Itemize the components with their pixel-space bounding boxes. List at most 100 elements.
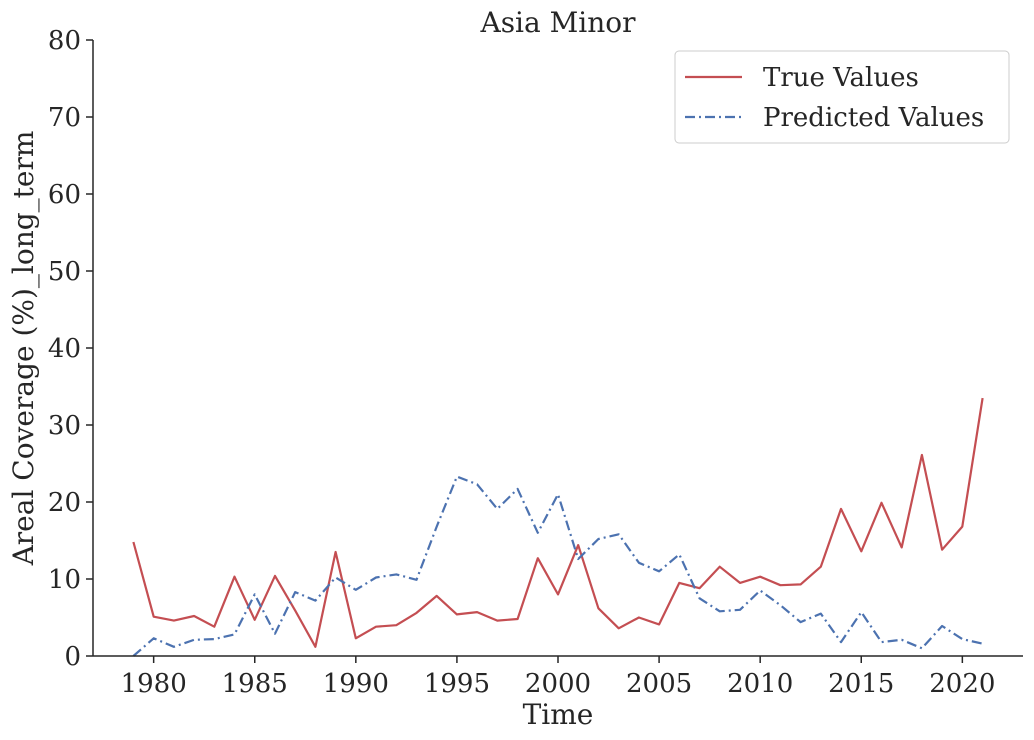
data-point-true-values-1993 bbox=[414, 610, 420, 616]
data-point-predicted-values-1983 bbox=[211, 636, 217, 642]
data-point-true-values-2006 bbox=[676, 580, 682, 586]
data-point-predicted-values-1992 bbox=[393, 571, 399, 577]
series-line-true-values bbox=[132, 397, 984, 648]
y-tick-label-10: 10 bbox=[48, 565, 81, 595]
data-point-true-values-2010 bbox=[757, 574, 763, 580]
x-tick-label-2020: 2020 bbox=[929, 669, 995, 699]
data-point-predicted-values-1999 bbox=[535, 530, 541, 536]
y-tick-label-60: 60 bbox=[48, 180, 81, 210]
data-point-true-values-1992 bbox=[393, 622, 399, 628]
data-point-predicted-values-1991 bbox=[373, 575, 379, 581]
data-point-predicted-values-1988 bbox=[312, 598, 318, 604]
chart-title: Asia Minor bbox=[479, 6, 636, 39]
data-point-predicted-values-1982 bbox=[191, 637, 197, 643]
data-point-true-values-1991 bbox=[373, 624, 379, 630]
data-point-true-values-1996 bbox=[474, 609, 480, 615]
legend-frame bbox=[674, 50, 1010, 144]
data-point-predicted-values-1987 bbox=[292, 589, 298, 595]
data-point-predicted-values-1981 bbox=[171, 644, 177, 650]
data-point-predicted-values-1993 bbox=[414, 577, 420, 583]
data-point-true-values-1995 bbox=[454, 611, 460, 617]
y-tick-label-0: 0 bbox=[64, 642, 81, 672]
data-point-true-values-1980 bbox=[151, 614, 157, 620]
y-tick-label-80: 80 bbox=[48, 26, 81, 56]
data-point-true-values-2001 bbox=[575, 542, 581, 548]
data-point-predicted-values-2016 bbox=[879, 639, 885, 645]
data-point-true-values-2012 bbox=[798, 581, 804, 587]
x-tick-label-1980: 1980 bbox=[121, 669, 187, 699]
x-axis: 1980 1985 1990 1995 2000 2005 2010 2015 2020 bbox=[93, 655, 1023, 699]
data-point-predicted-values-2021 bbox=[980, 641, 986, 647]
data-point-predicted-values-2013 bbox=[818, 611, 824, 617]
data-point-true-values-2013 bbox=[818, 564, 824, 570]
data-point-predicted-values-1986 bbox=[272, 631, 278, 637]
data-point-predicted-values-2008 bbox=[717, 608, 723, 614]
data-point-true-values-1983 bbox=[211, 624, 217, 630]
data-point-true-values-2009 bbox=[737, 580, 743, 586]
data-point-true-values-2019 bbox=[939, 547, 945, 553]
data-point-true-values-2002 bbox=[595, 605, 601, 611]
data-point-predicted-values-2020 bbox=[959, 636, 965, 642]
data-point-predicted-values-2009 bbox=[737, 607, 743, 613]
data-point-predicted-values-2001 bbox=[575, 556, 581, 562]
data-point-predicted-values-1998 bbox=[515, 486, 521, 492]
data-point-predicted-values-1980 bbox=[151, 635, 157, 641]
y-tick-label-70: 70 bbox=[48, 103, 81, 133]
y-tick-label-40: 40 bbox=[48, 334, 81, 364]
series-line-predicted-values bbox=[132, 475, 983, 657]
data-point-predicted-values-2004 bbox=[636, 560, 642, 566]
data-point-true-values-1981 bbox=[171, 618, 177, 624]
data-point-predicted-values-1989 bbox=[333, 575, 339, 581]
x-axis-label: Time bbox=[523, 698, 594, 731]
x-tick-label-2010: 2010 bbox=[727, 669, 793, 699]
x-tick-label-2005: 2005 bbox=[626, 669, 692, 699]
data-point-true-values-1987 bbox=[292, 608, 298, 614]
data-point-true-values-1979 bbox=[130, 539, 136, 545]
data-point-predicted-values-1997 bbox=[494, 506, 500, 512]
data-point-true-values-2000 bbox=[555, 591, 561, 597]
data-point-true-values-2021 bbox=[980, 395, 986, 401]
x-tick-label-1995: 1995 bbox=[424, 669, 490, 699]
data-point-true-values-2011 bbox=[777, 582, 783, 588]
data-point-predicted-values-2019 bbox=[939, 623, 945, 629]
data-point-predicted-values-2015 bbox=[858, 609, 864, 615]
data-point-true-values-1990 bbox=[353, 635, 359, 641]
data-point-predicted-values-2007 bbox=[697, 595, 703, 601]
data-point-true-values-1982 bbox=[191, 613, 197, 619]
data-point-true-values-2016 bbox=[879, 500, 885, 506]
data-point-true-values-2004 bbox=[636, 615, 642, 621]
data-point-true-values-2017 bbox=[899, 544, 905, 550]
data-point-true-values-1999 bbox=[535, 555, 541, 561]
plot-area bbox=[130, 395, 986, 657]
data-point-true-values-1997 bbox=[494, 618, 500, 624]
data-point-true-values-2015 bbox=[858, 548, 864, 554]
data-point-true-values-2007 bbox=[697, 585, 703, 591]
data-point-true-values-2018 bbox=[919, 452, 925, 458]
y-tick-label-20: 20 bbox=[48, 488, 81, 518]
data-point-true-values-1994 bbox=[434, 593, 440, 599]
data-point-predicted-values-2002 bbox=[595, 536, 601, 542]
y-axis-label: Areal Coverage (%)_long_term bbox=[7, 131, 40, 567]
data-point-true-values-1985 bbox=[252, 617, 258, 623]
legend: True Values Predicted Values bbox=[674, 50, 1010, 144]
data-point-predicted-values-1990 bbox=[353, 587, 359, 593]
data-point-predicted-values-2017 bbox=[899, 637, 905, 643]
data-point-true-values-2008 bbox=[717, 564, 723, 570]
data-point-true-values-2005 bbox=[656, 621, 662, 627]
data-point-true-values-1998 bbox=[515, 616, 521, 622]
x-tick-label-1985: 1985 bbox=[222, 669, 288, 699]
data-point-predicted-values-2018 bbox=[919, 645, 925, 651]
data-point-predicted-values-1994 bbox=[434, 524, 440, 530]
legend-label-true-values: True Values bbox=[763, 63, 919, 93]
y-tick-label-30: 30 bbox=[48, 411, 81, 441]
y-tick-label-50: 50 bbox=[48, 257, 81, 287]
data-point-predicted-values-2003 bbox=[616, 531, 622, 537]
data-point-predicted-values-1985 bbox=[252, 591, 258, 597]
data-point-true-values-2014 bbox=[838, 506, 844, 512]
data-point-predicted-values-2012 bbox=[798, 619, 804, 625]
x-tick-label-2000: 2000 bbox=[525, 669, 591, 699]
legend-label-predicted-values: Predicted Values bbox=[763, 103, 984, 133]
data-point-true-values-1986 bbox=[272, 573, 278, 579]
data-point-predicted-values-2000 bbox=[555, 491, 561, 497]
